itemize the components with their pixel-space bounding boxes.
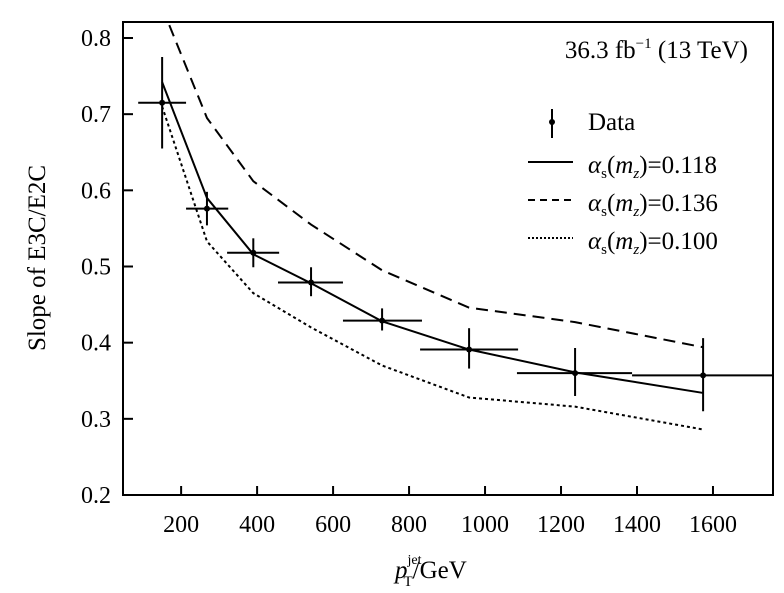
axis-ticks xyxy=(123,36,714,496)
legend-label-part: z xyxy=(632,166,639,182)
legend-label-part: )=0.100 xyxy=(639,228,718,255)
x-tick-label: 800 xyxy=(391,512,427,538)
x-tick-label: 1400 xyxy=(613,512,661,538)
legend: Data αs(mz)=0.118αs(mz)=0.136αs(mz)=0.10… xyxy=(528,109,718,258)
data-point xyxy=(466,346,473,353)
x-axis-label: pjet T/GeV xyxy=(393,553,467,590)
legend-item-solid: αs(mz)=0.118 xyxy=(528,152,717,182)
y-tick-label: 0.2 xyxy=(81,483,111,509)
legend-item-dotted: αs(mz)=0.100 xyxy=(528,228,718,258)
legend-label-part: ( xyxy=(607,190,615,217)
legend-label-part: z xyxy=(632,242,639,258)
legend-label: αs(mz)=0.100 xyxy=(588,228,718,258)
y-tick-label: 0.6 xyxy=(81,178,111,204)
legend-label-part: s xyxy=(601,204,607,220)
legend-label-part: z xyxy=(632,204,639,220)
legend-label-part: )=0.118 xyxy=(639,152,717,179)
series-line-dashed xyxy=(166,22,704,349)
legend-label-part: α xyxy=(588,228,602,255)
x-tick-label: 400 xyxy=(239,512,275,538)
data-point xyxy=(203,205,210,212)
plot-frame xyxy=(122,21,774,496)
x-tick-label: 1600 xyxy=(689,512,737,538)
legend-label-part: m xyxy=(615,190,633,217)
legend-item-dashed: αs(mz)=0.136 xyxy=(528,190,718,220)
y-tick-label: 0.3 xyxy=(81,407,111,433)
y-tick-label: 0.4 xyxy=(81,331,111,357)
y-tick-label: 0.7 xyxy=(81,102,111,128)
legend-label-part: ( xyxy=(607,228,615,255)
legend-label: αs(mz)=0.118 xyxy=(588,152,717,182)
data-point xyxy=(308,279,315,286)
legend-label-part: m xyxy=(615,228,633,255)
plot-area xyxy=(138,22,773,431)
legend-label-part: α xyxy=(588,190,602,217)
y-tick-label: 0.5 xyxy=(81,254,111,280)
legend-label-part: s xyxy=(601,166,607,182)
legend-label-part: α xyxy=(588,152,602,179)
data-point xyxy=(159,99,166,106)
y-tick-label: 0.8 xyxy=(81,26,111,52)
svg-text:Data: Data xyxy=(588,109,635,136)
series-line-dotted xyxy=(161,106,704,431)
legend-label: αs(mz)=0.136 xyxy=(588,190,718,220)
annotation: 36.3 fb−1 (13 TeV) xyxy=(565,36,748,64)
legend-item-data: Data xyxy=(549,109,635,138)
x-tick-label: 1000 xyxy=(461,512,509,538)
x-tick-label: 1200 xyxy=(537,512,585,538)
series-line-solid xyxy=(161,81,704,394)
data-point xyxy=(572,370,579,377)
x-tick-label: 200 xyxy=(163,512,199,538)
legend-label-part: m xyxy=(615,152,633,179)
legend-label-part: s xyxy=(601,242,607,258)
data-point xyxy=(700,372,707,379)
y-axis-label: Slope of E3C/E2C xyxy=(24,165,51,351)
legend-label-part: ( xyxy=(607,152,615,179)
legend-label-part: )=0.136 xyxy=(639,190,718,217)
data-point xyxy=(379,317,386,324)
x-tick-label: 600 xyxy=(315,512,351,538)
data-point xyxy=(250,249,257,256)
